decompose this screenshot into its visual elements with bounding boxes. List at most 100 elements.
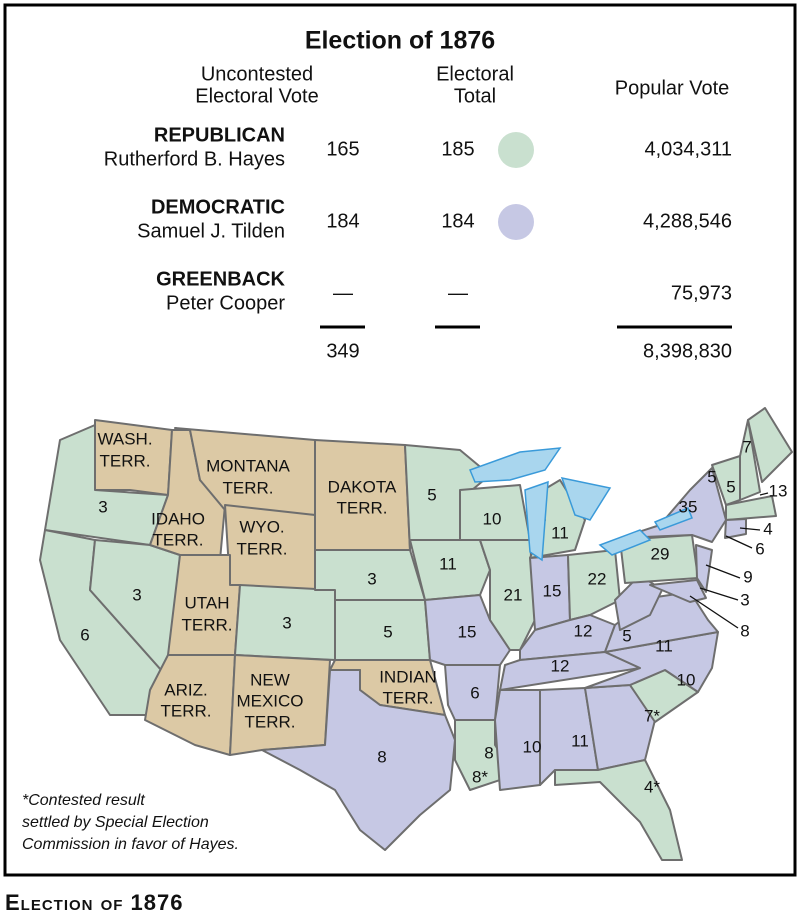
map-label: 5 [427, 485, 436, 504]
party: REPUBLICAN [154, 124, 285, 146]
map-label: TERR. [337, 498, 388, 517]
map-label: 7* [644, 706, 660, 725]
map-label: TERR. [245, 712, 296, 731]
party-swatch [498, 204, 534, 240]
leader-line [705, 564, 741, 579]
map-label: 29 [651, 544, 670, 563]
map-label: 21 [504, 585, 523, 604]
map-label: TERR. [223, 478, 274, 497]
title: Election of 1876 [305, 27, 495, 55]
electoral-total: 185 [441, 138, 474, 160]
party: DEMOCRATIC [151, 196, 285, 218]
state [725, 495, 777, 521]
map-label: MEXICO [236, 691, 303, 710]
map-labels: WASH. TERR. 3 IDAHO TERR. MONTANA TERR. DAKOTA T… [80, 429, 787, 796]
popular-vote: 75,973 [671, 282, 732, 304]
map-label: 9 [743, 567, 752, 586]
map-label: MONTANA [206, 456, 290, 475]
map-label: DAKOTA [328, 477, 397, 496]
state [739, 419, 761, 501]
candidate: Rutherford B. Hayes [104, 148, 285, 170]
map-label: 3 [367, 569, 376, 588]
map-label: WASH. [97, 429, 152, 448]
map-label: 11 [439, 554, 457, 573]
party-swatch [498, 132, 534, 168]
electoral-total: — [448, 282, 468, 304]
map-label: ARIZ. [164, 680, 207, 699]
state [424, 594, 511, 666]
map-label: 15 [543, 581, 562, 600]
map-label: 8 [740, 621, 749, 640]
map-label: IDAHO [151, 509, 205, 528]
total: 8,398,830 [643, 340, 732, 362]
candidate: Peter Cooper [166, 292, 285, 314]
uncontested: 165 [326, 138, 359, 160]
map-label: 5 [622, 626, 631, 645]
map-label: 4* [644, 777, 660, 796]
map-label: 3 [98, 497, 107, 516]
header: Uncontested [201, 63, 313, 85]
caption: Election of 1876 [5, 890, 184, 915]
map-label: 7 [742, 437, 751, 456]
map-label: 10 [483, 509, 502, 528]
leader-line [725, 535, 753, 549]
uncontested: — [333, 282, 353, 304]
map-label: UTAH [184, 593, 229, 612]
map-label: 12 [574, 621, 593, 640]
note: settled by Special Election [22, 814, 209, 831]
state [649, 579, 707, 603]
frame [3, 3, 797, 877]
map-label: 13 [769, 481, 788, 500]
map-label: WYO. [239, 517, 284, 536]
map-label: 3 [132, 585, 141, 604]
map-label: 8 [377, 747, 386, 766]
map-label: 3 [740, 590, 749, 609]
state [747, 407, 793, 483]
map-label: 5 [707, 467, 716, 486]
map-label: TERR. [237, 539, 288, 558]
lake [560, 476, 612, 521]
state [494, 689, 541, 791]
note: Commission in favor of Hayes. [22, 836, 239, 853]
header: Electoral [436, 63, 514, 85]
lake [469, 447, 562, 483]
map-label: 15 [458, 622, 477, 641]
map-label: INDIAN [379, 667, 437, 686]
total: 349 [326, 340, 359, 362]
map-label: 11 [655, 636, 673, 655]
header: Popular Vote [615, 77, 730, 99]
map-label: 8 [484, 743, 493, 762]
map-label: 10 [677, 670, 696, 689]
map-label: 6 [80, 625, 89, 644]
map-label: 4 [763, 519, 772, 538]
leader-line [759, 492, 769, 496]
popular-vote: 4,034,311 [645, 138, 733, 160]
map-label: TERR. [383, 688, 434, 707]
leader-line [699, 587, 739, 601]
map-label: 12 [551, 656, 570, 675]
map-label: 10 [523, 737, 542, 756]
state [554, 759, 683, 861]
map-label: 22 [588, 569, 607, 588]
map-label: TERR. [100, 451, 151, 470]
note: *Contested result [22, 792, 145, 809]
header: Electoral Vote [195, 85, 318, 107]
header: Total [454, 85, 496, 107]
party: GREENBACK [156, 268, 285, 290]
map-label: 11 [571, 731, 589, 750]
state [724, 518, 747, 539]
map-label: 35 [679, 497, 698, 516]
leader-line [739, 527, 761, 531]
map-label: TERR. [182, 615, 233, 634]
uncontested: 184 [326, 210, 359, 232]
map-label: 3 [282, 613, 291, 632]
state [261, 669, 456, 851]
lake [653, 507, 693, 531]
state [584, 631, 719, 693]
map-label: 11 [551, 523, 569, 542]
map [39, 407, 793, 861]
map-label: 6 [470, 683, 479, 702]
map-label: 8* [472, 767, 488, 786]
